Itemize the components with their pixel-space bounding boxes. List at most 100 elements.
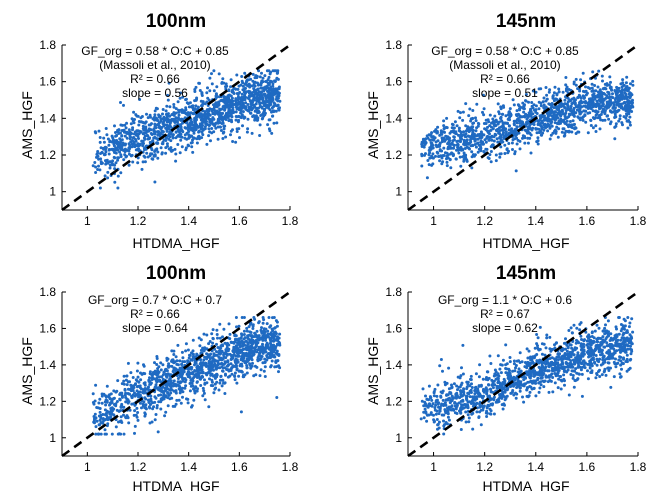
- data-point: [583, 109, 587, 113]
- data-point: [234, 118, 238, 122]
- data-point: [156, 367, 160, 371]
- data-point: [236, 98, 240, 102]
- data-point: [178, 96, 182, 100]
- data-point: [431, 152, 435, 156]
- data-point: [239, 111, 243, 115]
- data-point: [95, 419, 99, 423]
- data-point: [146, 155, 150, 159]
- data-point: [157, 370, 161, 374]
- data-point: [110, 163, 114, 167]
- data-point: [574, 83, 578, 87]
- data-point: [186, 113, 190, 117]
- data-point: [197, 374, 201, 378]
- data-point: [201, 361, 205, 365]
- data-point: [246, 117, 250, 121]
- data-point: [210, 72, 213, 76]
- data-point: [251, 341, 255, 345]
- data-point: [150, 375, 154, 379]
- data-point: [105, 133, 109, 137]
- data-point: [464, 420, 468, 424]
- data-point: [501, 358, 505, 362]
- data-point: [202, 391, 206, 395]
- data-point: [620, 88, 624, 92]
- data-point: [598, 127, 602, 131]
- data-point: [108, 416, 112, 420]
- data-point: [264, 100, 268, 104]
- data-point: [488, 113, 492, 117]
- data-point: [253, 76, 257, 80]
- data-point: [620, 367, 623, 371]
- data-point: [605, 114, 609, 118]
- data-point: [606, 90, 610, 94]
- data-point: [272, 121, 276, 125]
- data-point: [526, 131, 529, 135]
- data-point: [225, 353, 229, 357]
- data-point: [181, 390, 185, 394]
- data-point: [138, 384, 142, 388]
- data-point: [221, 77, 225, 81]
- data-point: [437, 154, 441, 158]
- data-point: [201, 100, 205, 104]
- data-point: [180, 128, 184, 132]
- x-tick-label: 1: [430, 214, 437, 228]
- data-point: [521, 136, 524, 140]
- data-point: [503, 143, 507, 147]
- data-point: [181, 356, 185, 360]
- data-point: [553, 129, 556, 133]
- data-point: [246, 109, 250, 112]
- data-point: [446, 147, 450, 151]
- data-point: [253, 118, 257, 122]
- data-point: [99, 146, 103, 150]
- data-point: [516, 370, 520, 374]
- data-point: [603, 87, 607, 91]
- data-point: [426, 405, 430, 409]
- data-point: [190, 404, 194, 408]
- data-point: [618, 114, 622, 118]
- data-point: [420, 154, 424, 158]
- data-point: [473, 139, 477, 143]
- data-point: [181, 121, 184, 125]
- data-point: [625, 87, 629, 91]
- data-point: [452, 135, 456, 139]
- data-point: [207, 117, 211, 121]
- data-point: [550, 105, 553, 109]
- data-point: [500, 140, 504, 144]
- data-point: [248, 356, 252, 360]
- data-point: [227, 322, 231, 326]
- data-point: [261, 321, 265, 325]
- data-point: [570, 130, 574, 134]
- data-point: [171, 134, 175, 138]
- data-point: [457, 126, 461, 130]
- data-point: [97, 129, 101, 133]
- data-point: [254, 373, 258, 377]
- data-point: [614, 365, 618, 369]
- data-point: [91, 392, 95, 396]
- data-point: [205, 333, 209, 337]
- data-point: [160, 152, 164, 156]
- x-tick-label: 1.4: [527, 460, 544, 474]
- data-point: [261, 337, 265, 341]
- data-point: [120, 395, 124, 399]
- data-point: [256, 91, 260, 95]
- data-point: [269, 341, 272, 345]
- data-point: [172, 103, 176, 106]
- data-point: [226, 115, 230, 119]
- data-point: [225, 364, 229, 368]
- data-point: [235, 92, 239, 95]
- data-point: [435, 145, 439, 149]
- data-point: [172, 119, 176, 123]
- data-point: [569, 104, 573, 108]
- data-point: [536, 142, 540, 146]
- data-point: [622, 101, 626, 105]
- data-point: [186, 111, 190, 115]
- data-point: [274, 319, 278, 323]
- data-point: [450, 141, 454, 145]
- data-point: [153, 122, 157, 126]
- data-point: [442, 146, 446, 150]
- data-point: [143, 383, 147, 387]
- data-point: [167, 147, 171, 151]
- data-point: [119, 432, 123, 436]
- data-point: [428, 148, 432, 152]
- data-point: [167, 362, 171, 366]
- y-tick-label: 1: [49, 185, 56, 199]
